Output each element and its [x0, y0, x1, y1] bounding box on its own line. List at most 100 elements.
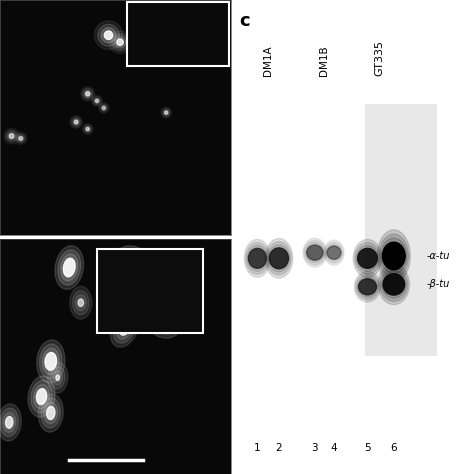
Ellipse shape	[380, 267, 408, 301]
Ellipse shape	[266, 242, 292, 275]
Ellipse shape	[378, 264, 410, 305]
Ellipse shape	[130, 6, 170, 55]
Text: 3: 3	[311, 443, 318, 453]
Text: 1: 1	[254, 443, 261, 453]
Ellipse shape	[268, 245, 290, 272]
Ellipse shape	[110, 310, 139, 347]
Bar	[127, 2, 228, 66]
Circle shape	[9, 134, 14, 138]
Circle shape	[104, 31, 113, 39]
Circle shape	[162, 109, 171, 117]
Text: DM1B: DM1B	[319, 45, 329, 76]
Ellipse shape	[383, 274, 405, 295]
Circle shape	[84, 90, 91, 98]
Ellipse shape	[50, 366, 65, 389]
Circle shape	[117, 39, 123, 46]
Ellipse shape	[46, 406, 55, 419]
Circle shape	[18, 135, 24, 142]
Circle shape	[74, 120, 78, 124]
Ellipse shape	[326, 244, 342, 261]
Circle shape	[102, 106, 106, 109]
Text: c: c	[239, 12, 250, 30]
Ellipse shape	[117, 318, 133, 339]
Ellipse shape	[357, 276, 378, 297]
Ellipse shape	[78, 299, 83, 307]
Ellipse shape	[0, 404, 21, 441]
Ellipse shape	[0, 408, 18, 437]
Ellipse shape	[327, 246, 341, 259]
Ellipse shape	[107, 250, 161, 327]
Ellipse shape	[303, 238, 327, 267]
Ellipse shape	[133, 9, 167, 51]
Ellipse shape	[6, 417, 13, 428]
Ellipse shape	[39, 344, 62, 379]
Circle shape	[139, 55, 147, 63]
Circle shape	[135, 51, 151, 67]
Circle shape	[6, 130, 18, 142]
Circle shape	[86, 128, 89, 131]
Ellipse shape	[61, 254, 78, 281]
Ellipse shape	[246, 242, 269, 274]
Ellipse shape	[58, 250, 81, 285]
Ellipse shape	[119, 322, 130, 335]
Circle shape	[19, 137, 23, 140]
Bar	[97, 249, 203, 333]
Circle shape	[164, 111, 168, 114]
Circle shape	[101, 27, 116, 43]
Circle shape	[100, 104, 108, 112]
Ellipse shape	[265, 238, 293, 278]
Ellipse shape	[181, 31, 198, 54]
Ellipse shape	[382, 271, 406, 298]
Circle shape	[9, 134, 14, 138]
Ellipse shape	[31, 380, 52, 413]
Ellipse shape	[53, 371, 63, 385]
Ellipse shape	[41, 398, 61, 428]
Text: GT335: GT335	[374, 40, 384, 76]
Ellipse shape	[355, 242, 380, 274]
Ellipse shape	[36, 340, 65, 383]
Circle shape	[85, 126, 91, 132]
Ellipse shape	[358, 248, 377, 268]
Text: -α-tu: -α-tu	[426, 251, 449, 261]
Text: -β-tu: -β-tu	[426, 279, 449, 290]
Ellipse shape	[379, 234, 409, 278]
Ellipse shape	[307, 245, 323, 260]
Circle shape	[112, 34, 128, 51]
Circle shape	[98, 24, 119, 46]
Circle shape	[114, 36, 126, 48]
Ellipse shape	[139, 272, 184, 334]
Circle shape	[74, 120, 78, 124]
Ellipse shape	[28, 376, 55, 417]
Ellipse shape	[113, 258, 155, 319]
Circle shape	[137, 53, 149, 65]
Circle shape	[72, 117, 81, 127]
Circle shape	[93, 97, 101, 105]
Ellipse shape	[38, 394, 64, 432]
Ellipse shape	[42, 348, 59, 374]
Text: 2: 2	[275, 443, 282, 453]
Bar	[365, 104, 437, 356]
Circle shape	[101, 105, 107, 111]
Circle shape	[81, 87, 95, 101]
Ellipse shape	[247, 246, 268, 271]
Ellipse shape	[377, 230, 410, 282]
Ellipse shape	[356, 274, 379, 300]
Ellipse shape	[145, 280, 178, 326]
Ellipse shape	[355, 272, 381, 302]
Circle shape	[86, 92, 90, 96]
Ellipse shape	[110, 254, 158, 323]
Circle shape	[95, 99, 99, 102]
Ellipse shape	[44, 402, 58, 424]
Ellipse shape	[104, 246, 164, 331]
Ellipse shape	[304, 240, 325, 265]
Ellipse shape	[175, 23, 204, 62]
Text: 4: 4	[331, 443, 337, 453]
Ellipse shape	[172, 18, 207, 66]
Ellipse shape	[305, 243, 324, 263]
Circle shape	[94, 21, 123, 50]
Text: 6: 6	[391, 443, 397, 453]
Circle shape	[164, 109, 169, 116]
Ellipse shape	[383, 242, 405, 270]
Circle shape	[83, 125, 92, 133]
Circle shape	[164, 111, 168, 114]
